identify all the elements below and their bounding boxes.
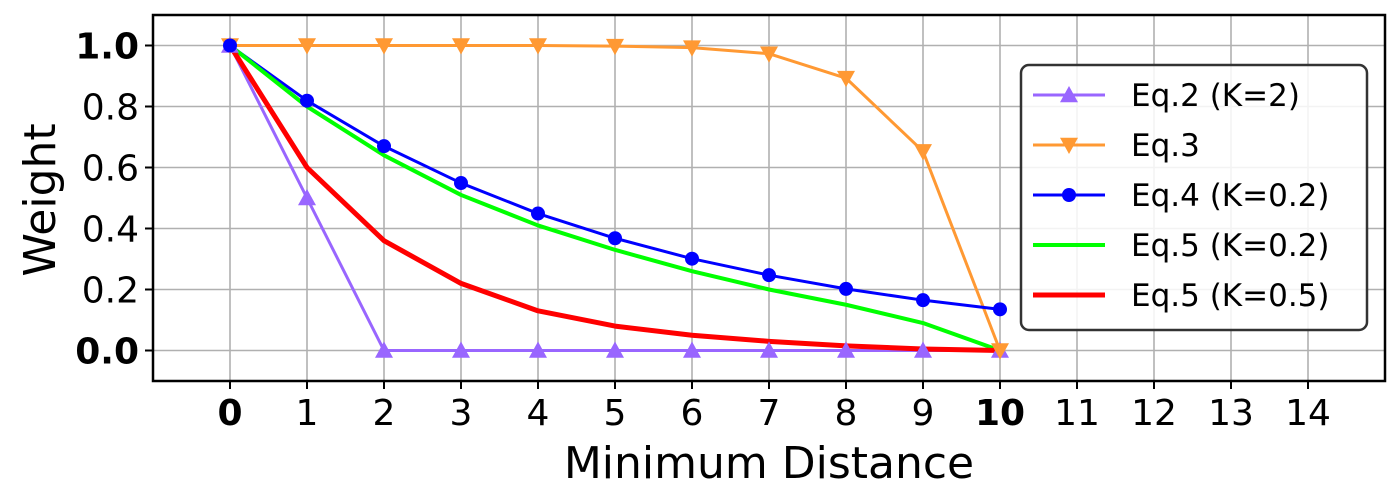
legend: Eq.2 (K=2) Eq.3 Eq.4 (K=0.2) Eq.5 (K=0.2) Eq…	[1019, 63, 1369, 332]
x-tick-label: 9	[912, 393, 935, 434]
x-axis-title: Minimum Distance	[564, 438, 974, 489]
legend-marker-2	[1062, 188, 1076, 202]
legend-label-1: Eq.3	[1131, 128, 1200, 164]
x-tick-label: 6	[681, 393, 704, 434]
x-axis-ticks: 0 1 2 3 4 5 6 7 8 9 10 11 12 13 14	[217, 381, 1331, 434]
series-markers	[221, 36, 1009, 360]
series-point-2	[531, 206, 545, 221]
series-point-1	[375, 38, 393, 55]
series-point-2	[993, 302, 1007, 317]
legend-marker-0	[1060, 86, 1078, 103]
series-line-4	[227, 43, 1003, 353]
series-point-1	[606, 38, 624, 56]
series-point-1	[991, 343, 1009, 360]
x-tick-label: 8	[835, 393, 858, 434]
series-point-0	[298, 189, 316, 206]
y-axis-ticks: 0.0 0.2 0.4 0.6 0.8 1.0	[75, 27, 153, 373]
y-tick-label: 0.8	[82, 88, 139, 129]
legend-label-3: Eq.5 (K=0.2)	[1131, 228, 1330, 264]
series-point-2	[916, 293, 930, 308]
series-point-2	[839, 281, 853, 296]
series-point-0	[529, 341, 547, 358]
series-point-1	[529, 38, 547, 55]
y-tick-label: 1.0	[75, 27, 139, 68]
x-tick-label: 2	[373, 393, 396, 434]
x-tick-label: 0	[217, 393, 242, 434]
series-point-2	[377, 139, 391, 154]
y-tick-label: 0.0	[75, 332, 139, 373]
y-tick-label: 0.2	[82, 271, 139, 312]
series-point-0	[683, 341, 701, 358]
legend-label-2: Eq.4 (K=0.2)	[1131, 178, 1330, 214]
series-point-0	[914, 341, 932, 358]
series-point-1	[914, 144, 932, 161]
series-point-1	[760, 46, 778, 63]
series-point-2	[223, 38, 237, 53]
series-point-0	[760, 341, 778, 358]
series-point-2	[454, 176, 468, 191]
y-axis-title: Weight	[15, 123, 66, 276]
series-point-0	[452, 341, 470, 358]
x-tick-label: 7	[758, 393, 781, 434]
series-point-2	[608, 231, 622, 246]
series-line-3	[228, 43, 1002, 353]
series-point-0	[837, 341, 855, 358]
series-point-1	[837, 70, 855, 88]
x-tick-label: 13	[1208, 393, 1254, 434]
x-tick-label: 5	[604, 393, 627, 434]
series-point-2	[300, 93, 314, 108]
x-tick-label: 3	[450, 393, 473, 434]
series-point-0	[375, 341, 393, 358]
series-point-2	[685, 251, 699, 266]
legend-marker-1	[1060, 137, 1078, 154]
x-tick-label: 11	[1054, 393, 1100, 434]
x-tick-label: 12	[1131, 393, 1177, 434]
x-tick-label: 4	[527, 393, 550, 434]
y-tick-label: 0.6	[82, 149, 139, 190]
legend-label-4: Eq.5 (K=0.5)	[1131, 278, 1330, 314]
legend-box	[1019, 63, 1369, 332]
x-tick-label: 1	[296, 393, 319, 434]
legend-label-0: Eq.2 (K=2)	[1131, 78, 1300, 114]
x-tick-label: 14	[1285, 393, 1331, 434]
y-tick-label: 0.4	[82, 210, 139, 251]
series-point-2	[762, 268, 776, 283]
series-point-1	[683, 40, 701, 57]
series-point-1	[452, 38, 470, 55]
x-tick-label: 10	[975, 393, 1025, 434]
series-point-0	[606, 341, 624, 358]
series-point-1	[298, 38, 316, 55]
